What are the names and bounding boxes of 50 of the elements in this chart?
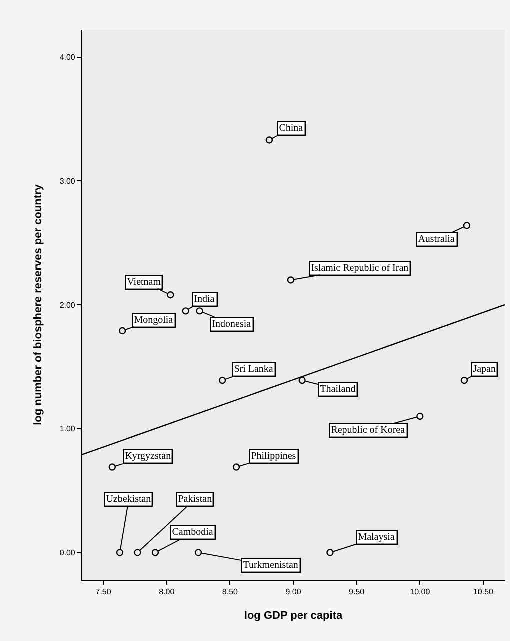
point: [152, 549, 160, 556]
point: [266, 136, 274, 144]
annotation: Cambodia: [172, 527, 214, 538]
annotation: Thailand: [320, 384, 356, 396]
y-tick-label: 2.00: [60, 300, 76, 310]
x-tick-label: 10.00: [410, 588, 431, 597]
annotation: Vietnam: [127, 277, 162, 288]
annotation: Indonesia: [212, 319, 252, 330]
y-tick-label: 1.00: [60, 424, 76, 434]
annotation: Turkmenistan: [243, 560, 298, 572]
point: [182, 308, 190, 315]
point: [460, 376, 468, 384]
point: [463, 222, 471, 230]
y-axis-title: log number of biosphere reserves per country: [32, 184, 44, 426]
annotation: Republic of Korea: [331, 425, 406, 436]
point: [218, 376, 226, 384]
point: [108, 464, 116, 471]
point: [416, 412, 424, 420]
annotation: Malaysia: [358, 532, 396, 544]
annotation: Sri Lanka: [234, 364, 274, 376]
annotation: China: [279, 123, 304, 134]
point: [326, 549, 334, 556]
annotation: Australia: [418, 234, 456, 246]
x-tick-label: 8.00: [159, 588, 176, 597]
point: [134, 549, 142, 556]
x-tick-label: 7.50: [96, 588, 112, 597]
x-tick-label: 9.50: [349, 588, 366, 597]
annotation: Uzbekistan: [106, 494, 152, 506]
point: [196, 308, 204, 315]
y-tick-label: 0.00: [60, 548, 76, 558]
point: [287, 276, 295, 284]
annotation: Mongolia: [134, 315, 174, 326]
point: [194, 549, 202, 556]
annotation: Islamic Republic of Iran: [311, 263, 409, 274]
y-tick-label: 3.00: [60, 176, 76, 186]
x-axis-title: log GDP per capita: [244, 610, 344, 622]
point: [167, 291, 174, 299]
annotation: Pakistan: [178, 494, 212, 506]
point: [232, 464, 240, 471]
x-tick-label: 10.50: [473, 588, 494, 597]
x-tick-label: 9.00: [286, 588, 302, 597]
annotation: Japan: [473, 364, 496, 376]
y-tick-label: 4.00: [60, 53, 76, 62]
point: [118, 327, 126, 335]
point: [298, 376, 306, 384]
annotation: Philippines: [251, 451, 296, 462]
annotation: Kyrgyzstan: [125, 451, 172, 462]
annotation: India: [194, 294, 216, 306]
x-tick-label: 8.50: [222, 588, 239, 597]
point: [116, 549, 124, 556]
